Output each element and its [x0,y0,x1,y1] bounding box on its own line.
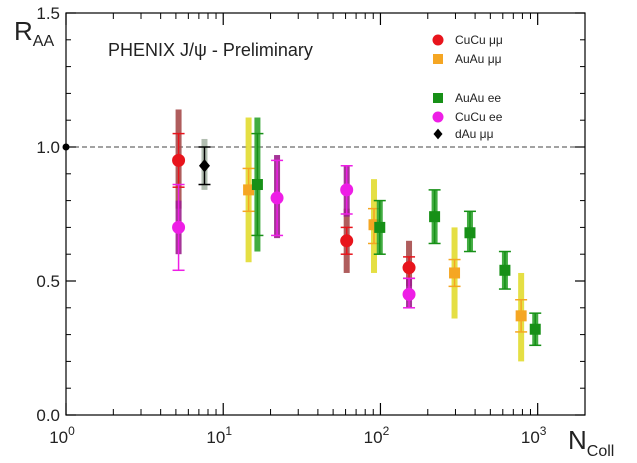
legend-label: dAu μμ [455,127,494,141]
legend: CuCu μμ AuAu μμ AuAu ee CuCu ee dAu μμ [432,33,503,141]
legend-label: CuCu ee [455,110,503,124]
data-point [198,138,211,190]
legend-label: AuAu ee [455,91,501,105]
point-marker [251,179,263,191]
legend-marker [432,111,444,123]
data-point [242,117,255,263]
point-marker [374,221,386,233]
x-axis-label: NColl [568,425,614,460]
axis-ticks: 0.0 0.5 1.0 1.5 100 101 102 103 [36,4,586,447]
point-marker [464,227,476,239]
x-tick-label: 100 [49,424,75,447]
y-tick-label: 0.0 [36,406,60,425]
point-marker [529,323,541,335]
legend-marker [432,34,444,46]
x-axis-label-main: N [568,425,587,455]
legend-marker [433,128,443,140]
data-point [172,183,186,272]
data-point [515,272,528,362]
point-marker [340,183,354,197]
point-marker [198,159,210,173]
point-marker [449,267,461,279]
point-marker [429,211,441,223]
y-axis-label: RAA [14,16,54,50]
series-4 [198,138,211,190]
data-point [428,189,441,245]
legend-marker [433,54,443,64]
data-point [340,208,354,273]
chart-title: PHENIX J/ψ - Preliminary [108,40,313,60]
x-tick-label: 103 [521,424,547,447]
point-marker [402,287,416,301]
data-point [402,277,416,309]
legend-marker [433,93,443,103]
data-point [172,109,186,209]
series-1 [242,117,528,362]
point-marker [172,153,186,167]
data-layer [172,109,542,362]
y-tick-label: 0.5 [36,272,60,291]
data-point [251,117,264,252]
y-tick-label: 1.5 [36,4,60,23]
y-axis-label-main: R [14,16,33,46]
point-marker [402,261,416,275]
legend-label: AuAu μμ [455,52,502,66]
data-point [270,155,284,239]
point-marker [270,191,284,205]
point-marker [499,264,511,276]
y-tick-label: 1.0 [36,138,60,157]
point-marker [172,220,186,234]
data-point [498,250,511,290]
point-marker [515,310,527,322]
series-2 [251,117,542,347]
point-marker [243,184,255,196]
data-point [340,165,354,217]
y-axis-label-sub: AA [33,33,55,50]
data-point [448,227,461,319]
x-tick-label: 101 [206,424,232,447]
point-marker [368,219,380,231]
x-axis-label-sub: Coll [587,443,615,460]
data-point [463,210,476,253]
point-marker [340,234,354,248]
x-tick-label: 102 [364,424,390,447]
data-point [373,199,386,255]
legend-label: CuCu μμ [455,33,503,47]
series-3 [172,155,416,309]
data-point [529,312,542,347]
plot-frame [65,12,586,416]
